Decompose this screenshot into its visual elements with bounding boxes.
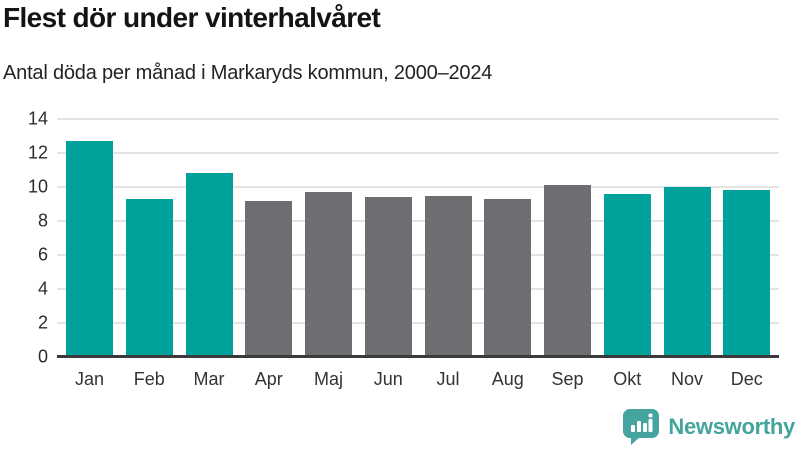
x-tick-label-aug: Aug	[491, 369, 524, 389]
x-tick-label-feb: Feb	[133, 369, 165, 389]
x-tick-label-maj: Maj	[313, 369, 344, 389]
bar-dec	[723, 190, 771, 357]
x-tick-label-sep: Sep	[551, 369, 584, 389]
brand-footer: Newsworthy	[622, 408, 795, 445]
bar-nov	[663, 187, 711, 357]
bar-feb	[125, 198, 173, 357]
bar-jan	[66, 141, 113, 357]
gridline-y-14	[57, 118, 779, 120]
y-axis: 0 2 4 6 8 10 12 14	[0, 109, 48, 367]
x-tick-label-jun: Jun	[373, 369, 403, 389]
brand-name: Newsworthy	[668, 413, 795, 439]
gridline-y-10	[57, 186, 779, 188]
bar-jul	[424, 195, 472, 357]
gridline-y-8	[57, 220, 779, 222]
x-tick-label-apr: Apr	[254, 369, 283, 389]
bar-chart-plot-area	[57, 118, 779, 358]
gridline-y-4	[57, 288, 779, 290]
y-tick-label-2: 2	[37, 312, 48, 333]
y-tick-label-10: 10	[27, 176, 48, 197]
gridline-y-2	[57, 322, 779, 324]
bar-okt	[603, 193, 651, 357]
x-axis-baseline	[57, 355, 779, 358]
x-tick-label-nov: Nov	[670, 369, 704, 389]
bar-jun	[364, 197, 412, 357]
newsworthy-logo-icon	[623, 409, 660, 445]
y-tick-label-4: 4	[37, 278, 48, 299]
y-tick-label-12: 12	[27, 142, 48, 163]
x-tick-label-mar: Mar	[193, 369, 225, 389]
page-title: Flest dör under vinterhalvåret	[3, 2, 381, 33]
y-tick-label-0: 0	[37, 346, 48, 367]
gridline-y-12	[57, 152, 779, 154]
page-subtitle: Antal döda per månad i Markaryds kommun,…	[3, 62, 493, 84]
gridline-y-6	[57, 254, 779, 256]
x-tick-label-dec: Dec	[730, 369, 763, 389]
bar-mar	[185, 173, 233, 357]
y-tick-label-14: 14	[27, 108, 48, 129]
y-tick-label-6: 6	[37, 244, 48, 265]
bar-sep	[544, 185, 591, 357]
bar-apr	[245, 200, 293, 357]
x-axis-labels: Jan Feb Mar Apr Maj Jun Jul Aug Sep Okt Nov Dec	[57, 369, 779, 395]
x-tick-label-okt: Okt	[613, 369, 642, 389]
x-tick-label-jan: Jan	[74, 369, 105, 389]
x-tick-label-jul: Jul	[436, 369, 460, 389]
bar-aug	[484, 198, 532, 357]
y-tick-label-8: 8	[37, 210, 48, 231]
bar-maj	[305, 192, 352, 357]
